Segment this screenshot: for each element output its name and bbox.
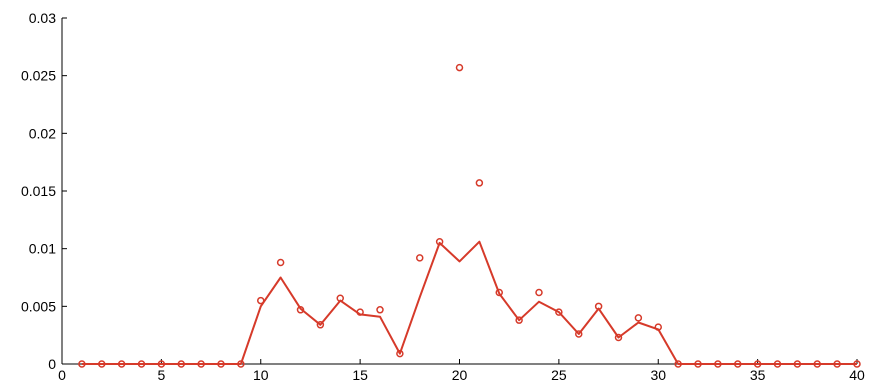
data-point (535, 288, 543, 297)
data-point (773, 360, 782, 368)
y-axis-ticks: 0 0.005 0.01 0.015 0.02 0.025 0.03 (21, 10, 67, 372)
data-point (336, 294, 344, 303)
data-point (714, 360, 722, 368)
data-point (416, 254, 424, 262)
x-tick-label: 10 (253, 367, 269, 383)
y-tick-label: 0.02 (29, 125, 56, 141)
data-point (634, 314, 643, 322)
data-point (197, 360, 205, 368)
data-point (694, 360, 702, 368)
data-point (98, 360, 106, 368)
data-point (594, 302, 603, 311)
data-point (257, 296, 265, 305)
data-point (555, 308, 563, 316)
y-tick-label: 0.005 (21, 298, 56, 314)
data-point (674, 360, 682, 368)
x-tick-label: 40 (849, 367, 865, 383)
x-tick-label: 0 (58, 367, 66, 383)
data-point (376, 306, 384, 314)
data-point (157, 360, 166, 368)
data-point (78, 360, 86, 368)
data-point (316, 321, 325, 329)
data-point (396, 349, 404, 358)
data-point (356, 308, 364, 316)
series-group (78, 63, 861, 368)
data-point (237, 360, 245, 368)
y-tick-label: 0.015 (21, 183, 56, 199)
data-point (753, 360, 762, 368)
data-point (137, 360, 146, 368)
y-tick-label: 0.025 (21, 68, 56, 84)
data-point (475, 179, 484, 187)
data-point (217, 360, 225, 368)
x-tick-label: 5 (157, 367, 165, 383)
data-point (455, 63, 464, 72)
series-line (81, 240, 857, 365)
x-tick-label: 35 (750, 367, 766, 383)
data-point (793, 360, 802, 368)
data-point (177, 360, 185, 368)
x-tick-label: 20 (452, 367, 468, 383)
data-point (117, 360, 126, 368)
data-point (296, 306, 305, 314)
data-point (813, 360, 821, 368)
x-tick-label: 30 (650, 367, 666, 383)
data-point (654, 323, 662, 331)
data-point (515, 316, 523, 324)
data-point (276, 258, 285, 267)
y-tick-label: 0.01 (29, 241, 56, 257)
x-axis-ticks: 0 5 10 15 20 25 30 35 40 (58, 359, 865, 383)
data-point (853, 360, 861, 368)
data-point (495, 288, 503, 297)
y-tick-label: 0 (48, 356, 56, 372)
data-point (575, 330, 583, 338)
data-point (833, 360, 841, 368)
y-tick-label: 0.03 (29, 10, 56, 26)
data-point (734, 360, 742, 368)
x-tick-label: 15 (352, 367, 368, 383)
data-point (435, 237, 444, 246)
data-point (614, 333, 623, 342)
x-tick-label: 25 (551, 367, 567, 383)
